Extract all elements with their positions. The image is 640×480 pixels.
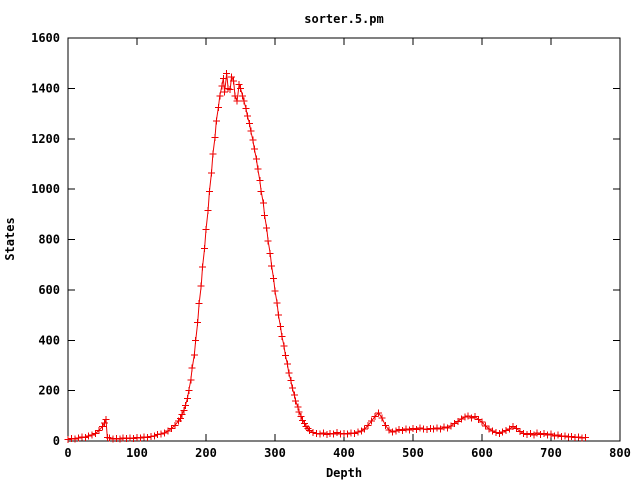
data-line (67, 73, 586, 440)
chart-title: sorter.5.pm (304, 12, 383, 26)
y-tick-label: 600 (38, 283, 60, 297)
x-tick-label: 500 (402, 446, 424, 460)
y-tick-label: 400 (38, 333, 60, 347)
x-tick-label: 400 (333, 446, 355, 460)
y-tick-label: 1600 (31, 31, 60, 45)
y-axis-label: States (3, 217, 17, 260)
x-tick-label: 700 (540, 446, 562, 460)
x-tick-label: 200 (195, 446, 217, 460)
data-point-markers (64, 69, 589, 443)
x-tick-label: 100 (126, 446, 148, 460)
y-tick-label: 1000 (31, 182, 60, 196)
x-axis-label: Depth (326, 466, 362, 480)
y-tick-label: 200 (38, 384, 60, 398)
y-tick-label: 1200 (31, 132, 60, 146)
x-tick-label: 0 (64, 446, 71, 460)
y-tick-label: 1400 (31, 81, 60, 95)
x-tick-label: 600 (471, 446, 493, 460)
y-tick-label: 800 (38, 233, 60, 247)
y-tick-label: 0 (53, 434, 60, 448)
x-tick-label: 800 (609, 446, 631, 460)
x-tick-label: 300 (264, 446, 286, 460)
plot-frame (67, 37, 621, 442)
chart-generated: 0 100 200 300 400 500 600 700 800 0 200 400 600 800 10… (31, 31, 631, 460)
